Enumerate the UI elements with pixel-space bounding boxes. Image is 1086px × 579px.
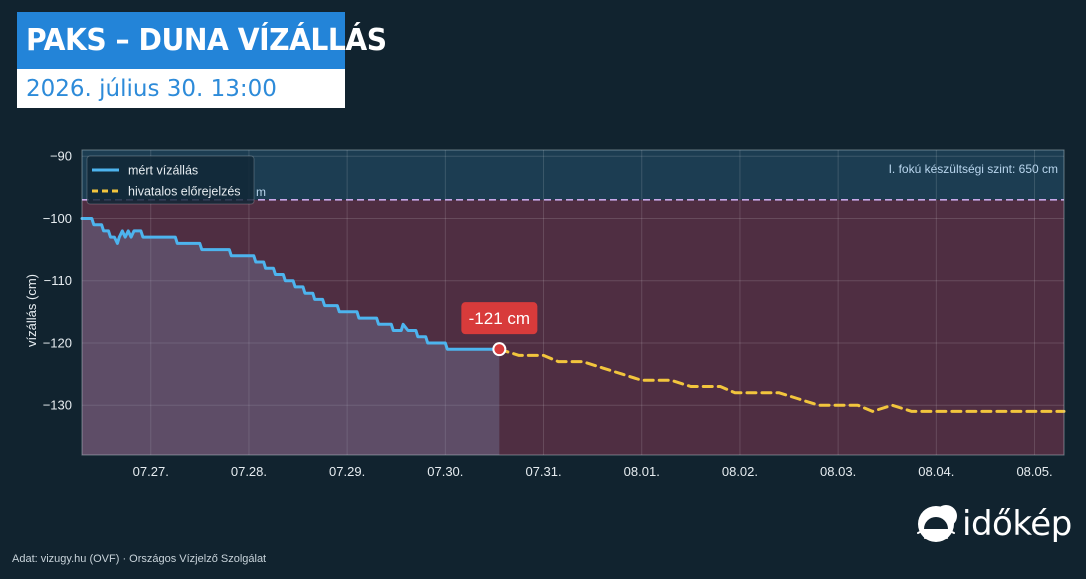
x-tick-label: 07.31. — [525, 464, 561, 479]
x-tick-label: 08.05. — [1016, 464, 1052, 479]
current-value-label: -121 cm — [469, 309, 530, 328]
y-tick-label: −120 — [43, 335, 72, 350]
title-bar: PAKS – DUNA VÍZÁLLÁS — [17, 12, 387, 69]
x-tick-label: 08.04. — [918, 464, 954, 479]
subtitle-bar: 2026. július 30. 13:00 — [17, 69, 345, 108]
x-tick-label: 08.03. — [820, 464, 856, 479]
legend-label: mért vízállás — [128, 164, 198, 178]
y-tick-label: −100 — [43, 211, 72, 226]
y-tick-label: −130 — [43, 398, 72, 413]
legend-box — [86, 155, 255, 205]
page-subtitle: 2026. július 30. 13:00 — [26, 75, 277, 102]
current-value-marker — [492, 342, 507, 357]
threshold-label-left: m — [256, 185, 266, 199]
y-tick-label: −110 — [44, 273, 72, 288]
x-tick-label: 07.29. — [329, 464, 365, 479]
measured-area — [82, 218, 500, 455]
title-box: PAKS – DUNA VÍZÁLLÁS 2026. július 30. 13… — [17, 12, 387, 108]
forecast-series-line — [497, 347, 1066, 413]
x-tick-label: 08.02. — [722, 464, 758, 479]
idokep-logo[interactable]: időkép — [914, 502, 1074, 552]
y-axis-label: vízállás (cm) — [24, 274, 39, 347]
x-tick-label: 08.01. — [624, 464, 660, 479]
threshold-label: I. fokú készültségi szint: 650 cm — [889, 162, 1058, 176]
measured-series-line — [80, 217, 501, 351]
current-value-badge — [461, 302, 538, 335]
plot-frame — [81, 149, 1065, 456]
x-tick-label: 07.27. — [133, 464, 169, 479]
idokep-logo-icon — [917, 505, 957, 542]
y-tick-label: −90 — [50, 149, 72, 164]
alert-zone — [82, 199, 1064, 455]
data-source-note: Adat: vizugy.hu (OVF) · Országos Vízjelz… — [12, 553, 267, 565]
x-tick-label: 07.30. — [427, 464, 463, 479]
x-tick-label: 07.28. — [231, 464, 267, 479]
page-title: PAKS – DUNA VÍZÁLLÁS — [26, 23, 387, 58]
legend-label: hivatalos előrejelzés — [128, 185, 241, 199]
idokep-logo-text: időkép — [962, 504, 1072, 544]
